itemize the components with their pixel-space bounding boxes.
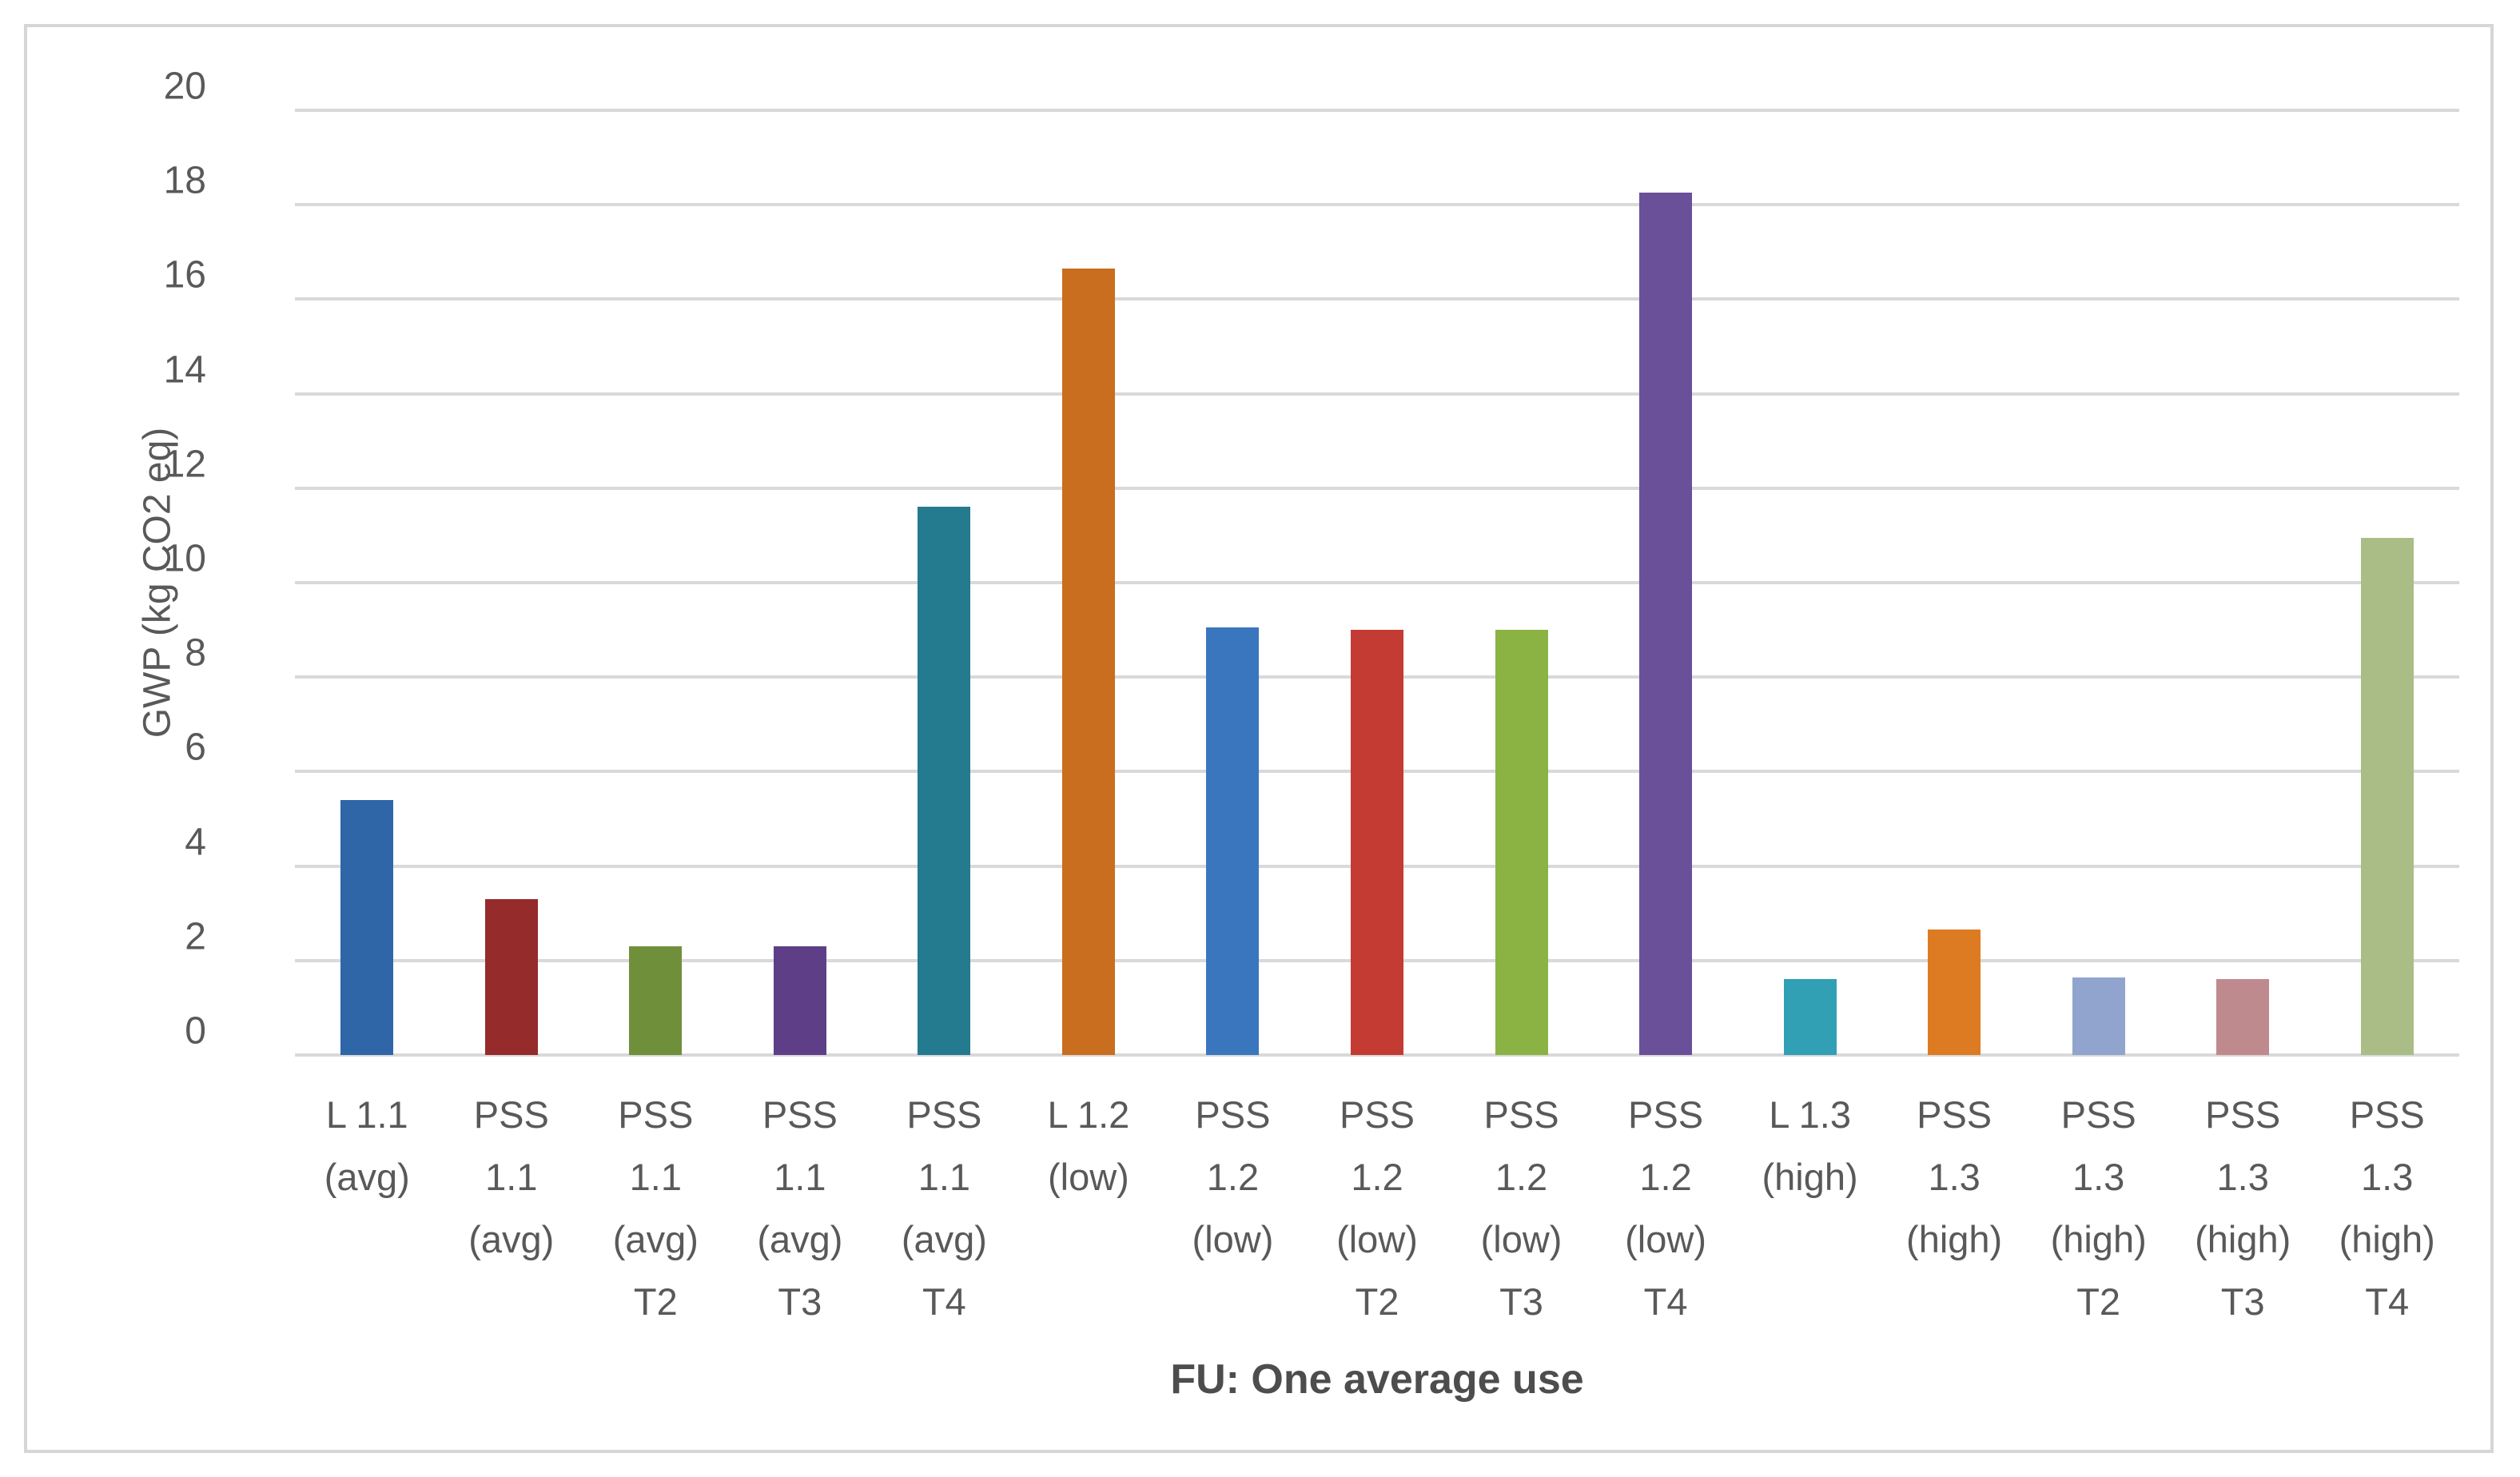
gridline-y-18 <box>295 203 2459 207</box>
gridline-y-14 <box>295 392 2459 396</box>
bar-pss-1-2-low- <box>1206 627 1260 1055</box>
bar-l-1-2-low- <box>1061 269 1115 1055</box>
x-label-pss-1-3-high-t3: PSS 1.3 (high) T3 <box>2195 1093 2291 1323</box>
x-label-pss-1-2-low-: PSS 1.2 (low) <box>1192 1093 1274 1260</box>
bar-l-1-3-high- <box>1783 979 1837 1055</box>
bar-pss-1-3-high-t3 <box>2216 979 2270 1055</box>
y-tick-label-6: 6 <box>185 726 206 769</box>
y-tick-label-12: 12 <box>163 443 206 486</box>
bar-pss-1-2-low-t2 <box>1351 630 1403 1055</box>
x-label-pss-1-2-low-t3: PSS 1.2 (low) T3 <box>1480 1093 1563 1323</box>
x-label-pss-1-1-avg-: PSS 1.1 (avg) <box>468 1093 555 1260</box>
bar-pss-1-3-high- <box>1928 930 1981 1055</box>
y-tick-label-8: 8 <box>185 631 206 675</box>
bar-pss-1-1-avg-t4 <box>918 507 971 1055</box>
x-label-pss-1-1-avg-t3: PSS 1.1 (avg) T3 <box>757 1093 843 1323</box>
bar-pss-1-2-low-t3 <box>1495 630 1548 1055</box>
plot-area <box>295 109 2459 1057</box>
x-label-pss-1-3-high-t2: PSS 1.3 (high) T2 <box>2050 1093 2147 1323</box>
y-tick-label-18: 18 <box>163 159 206 202</box>
gridline-y-10 <box>295 581 2459 584</box>
bar-pss-1-3-high-t2 <box>2072 977 2125 1055</box>
bar-pss-1-1-avg-t3 <box>773 946 826 1055</box>
y-tick-label-10: 10 <box>163 537 206 580</box>
y-tick-label-16: 16 <box>163 253 206 297</box>
x-label-pss-1-1-avg-t2: PSS 1.1 (avg) T2 <box>612 1093 699 1323</box>
bar-pss-1-2-low-t4 <box>1639 193 1693 1055</box>
x-label-l-1-2-low-: L 1.2 (low) <box>1047 1093 1130 1198</box>
x-label-pss-1-3-high-: PSS 1.3 (high) <box>1906 1093 2003 1260</box>
y-tick-label-4: 4 <box>185 821 206 864</box>
gridline-y-12 <box>295 486 2459 490</box>
chart-frame: GWP (kg CO2 eq) L 1.1 (avg) PSS 1.1 (avg)… <box>24 24 2494 1453</box>
x-axis-labels: L 1.1 (avg) PSS 1.1 (avg) PSS 1.1 (avg) T2… <box>295 1084 2459 1340</box>
x-axis-title: FU: One average use <box>1170 1356 1584 1403</box>
x-label-pss-1-2-low-t4: PSS 1.2 (low) T4 <box>1625 1093 1706 1323</box>
bar-pss-1-3-high-t4 <box>2360 537 2414 1055</box>
y-tick-label-14: 14 <box>163 348 206 392</box>
bar-pss-1-1-avg-t2 <box>629 946 683 1055</box>
y-tick-label-2: 2 <box>185 915 206 958</box>
gridline-y-16 <box>295 297 2459 301</box>
gridline-y-20 <box>295 109 2459 112</box>
x-label-pss-1-2-low-t2: PSS 1.2 (low) T2 <box>1336 1093 1418 1323</box>
x-label-l-1-3-high-: L 1.3 (high) <box>1762 1093 1858 1198</box>
x-label-pss-1-3-high-t4: PSS 1.3 (high) T4 <box>2339 1093 2435 1323</box>
y-tick-label-20: 20 <box>163 65 206 108</box>
bar-l-1-1-avg- <box>340 799 394 1055</box>
gridline-y-0 <box>295 1053 2459 1057</box>
y-tick-label-0: 0 <box>185 1009 206 1053</box>
bar-pss-1-1-avg- <box>484 898 538 1055</box>
x-label-l-1-1-avg-: L 1.1 (avg) <box>324 1093 410 1198</box>
x-label-pss-1-1-avg-t4: PSS 1.1 (avg) T4 <box>901 1093 987 1323</box>
